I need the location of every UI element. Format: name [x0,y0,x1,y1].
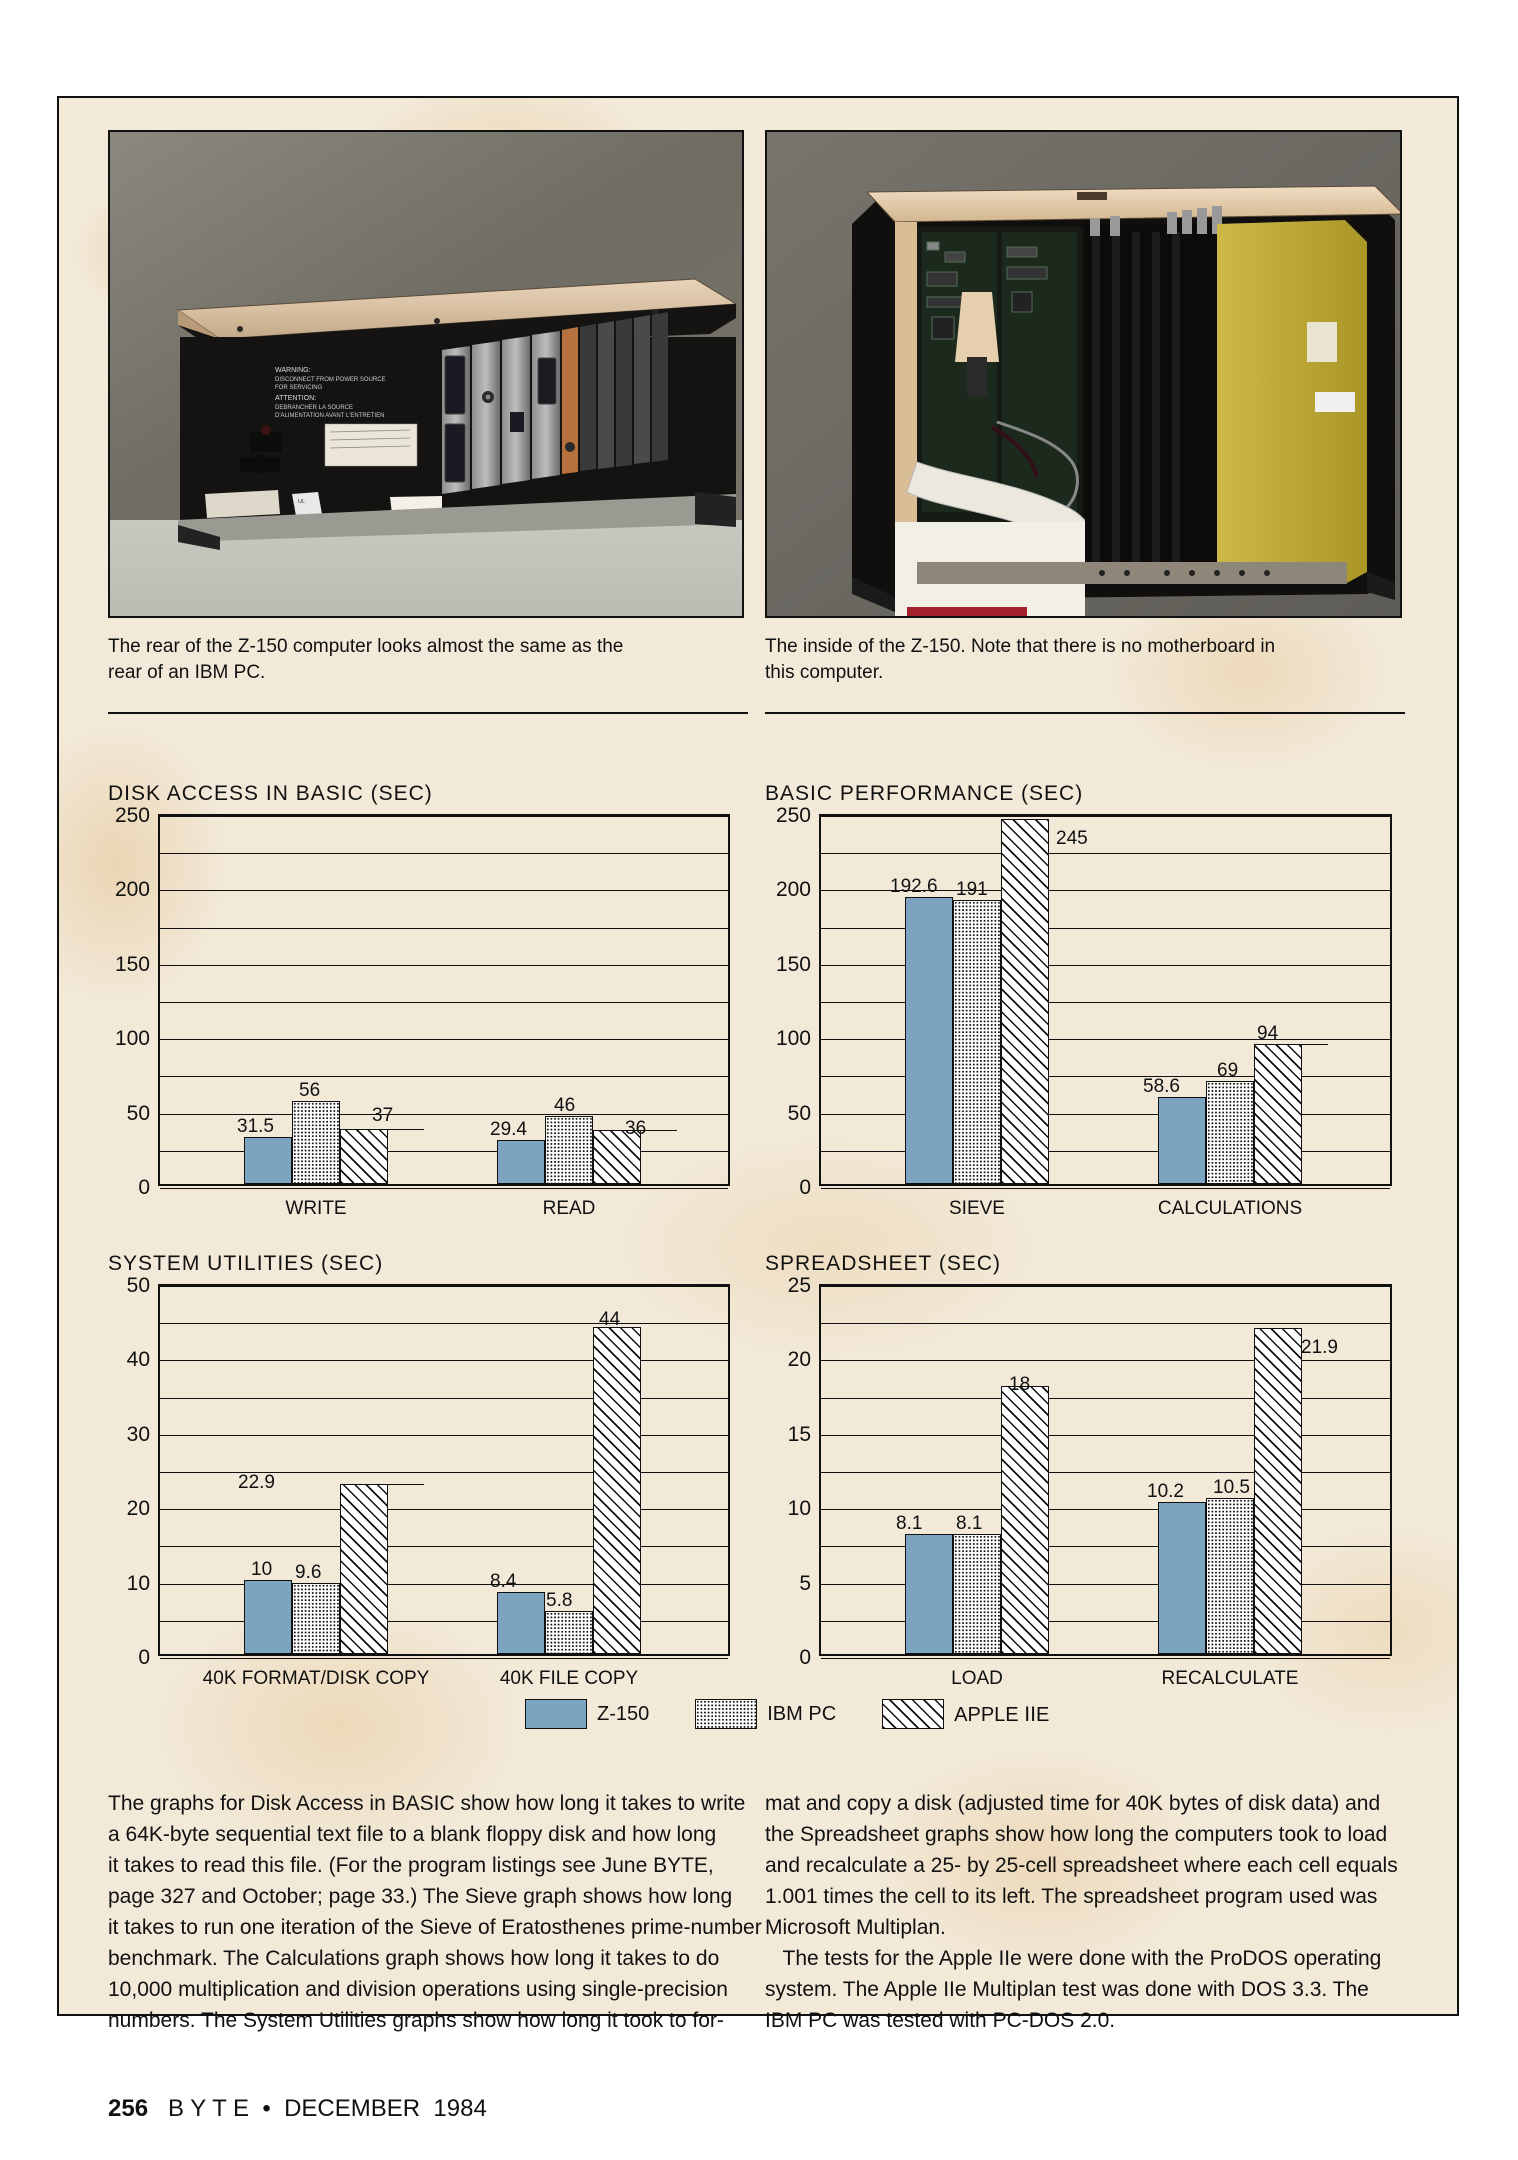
svg-text:ATTENTION:: ATTENTION: [275,395,316,402]
svg-text:D'ALIMENTATION AVANT L'ENTRETI: D'ALIMENTATION AVANT L'ENTRETIEN [275,413,384,419]
svg-text:WARNING:: WARNING: [275,367,311,374]
svg-text:FOR SERVICING: FOR SERVICING [275,385,323,391]
svg-text:DEBRANCHER LA SOURCE: DEBRANCHER LA SOURCE [275,405,353,411]
svg-text:DISCONNECT FROM POWER SOURCE: DISCONNECT FROM POWER SOURCE [275,377,386,383]
svg-text:UL: UL [298,499,305,505]
